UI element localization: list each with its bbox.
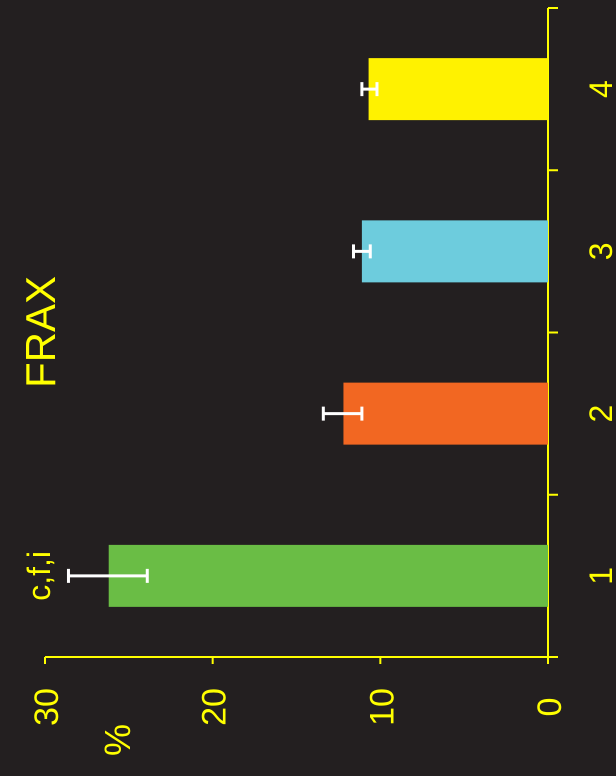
value-tick-label-0: 0	[531, 698, 569, 717]
error-bar-category-2	[321, 406, 364, 421]
value-tick-label-20: 20	[196, 688, 234, 726]
category-label-4: 4	[583, 80, 616, 98]
ticks-group: 0 10 20 30 1 2 3 4	[28, 7, 616, 726]
bar-category-3	[361, 220, 548, 283]
error-bar-category-1	[66, 568, 149, 583]
error-bar-category-4	[360, 82, 379, 97]
error-bars-group	[66, 82, 379, 583]
bar-category-1	[108, 544, 549, 607]
value-tick-label-10: 10	[363, 688, 401, 726]
chart-title: FRAX	[17, 276, 64, 388]
y-axis-label: %	[97, 724, 138, 756]
annotation-category-1: c,f,i	[21, 551, 57, 601]
category-label-3: 3	[583, 242, 616, 260]
labels-group: FRAX % c,f,i	[17, 276, 138, 756]
value-tick-label-30: 30	[28, 688, 66, 726]
bar-category-4	[368, 58, 548, 121]
category-label-2: 2	[583, 405, 616, 423]
category-label-1: 1	[583, 567, 616, 585]
error-bar-category-3	[352, 244, 372, 259]
bars-group	[108, 58, 549, 607]
bar-category-2	[343, 382, 548, 445]
